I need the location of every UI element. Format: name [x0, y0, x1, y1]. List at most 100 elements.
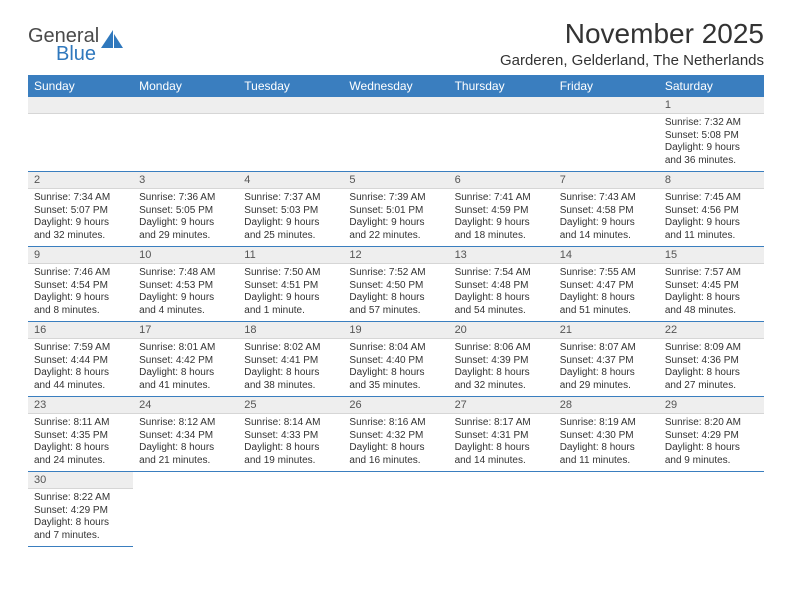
day-body: Sunrise: 7:57 AMSunset: 4:45 PMDaylight:…: [659, 264, 764, 321]
daylight-text: Daylight: 8 hours and 57 minutes.: [349, 292, 442, 317]
sunrise-text: Sunrise: 7:43 AM: [560, 192, 653, 205]
day-body: Sunrise: 8:20 AMSunset: 4:29 PMDaylight:…: [659, 414, 764, 471]
daylight-text: Daylight: 8 hours and 24 minutes.: [34, 442, 127, 467]
calendar-cell: 29Sunrise: 8:20 AMSunset: 4:29 PMDayligh…: [659, 397, 764, 472]
sunrise-text: Sunrise: 8:06 AM: [455, 342, 548, 355]
day-number: 3: [133, 172, 238, 189]
page-header: General Blue November 2025 Garderen, Gel…: [28, 18, 764, 69]
sunset-text: Sunset: 4:35 PM: [34, 430, 127, 443]
calendar-cell: 1Sunrise: 7:32 AMSunset: 5:08 PMDaylight…: [659, 97, 764, 172]
day-number: 6: [449, 172, 554, 189]
daylight-text: Daylight: 9 hours and 32 minutes.: [34, 217, 127, 242]
daylight-text: Daylight: 8 hours and 48 minutes.: [665, 292, 758, 317]
day-number: 25: [238, 397, 343, 414]
calendar-week-row: 1Sunrise: 7:32 AMSunset: 5:08 PMDaylight…: [28, 97, 764, 172]
title-block: November 2025 Garderen, Gelderland, The …: [500, 18, 764, 69]
daylight-text: Daylight: 9 hours and 22 minutes.: [349, 217, 442, 242]
location-label: Garderen, Gelderland, The Netherlands: [500, 52, 764, 69]
day-number: 24: [133, 397, 238, 414]
day-number: 4: [238, 172, 343, 189]
sunrise-text: Sunrise: 8:01 AM: [139, 342, 232, 355]
sunrise-text: Sunrise: 7:48 AM: [139, 267, 232, 280]
day-number: 27: [449, 397, 554, 414]
sunset-text: Sunset: 4:42 PM: [139, 355, 232, 368]
day-number: 23: [28, 397, 133, 414]
daylight-text: Daylight: 9 hours and 1 minute.: [244, 292, 337, 317]
day-number: [238, 97, 343, 114]
daylight-text: Daylight: 8 hours and 16 minutes.: [349, 442, 442, 467]
day-number: 2: [28, 172, 133, 189]
brand-sail-icon: [99, 28, 125, 55]
calendar-cell: 26Sunrise: 8:16 AMSunset: 4:32 PMDayligh…: [343, 397, 448, 472]
sunset-text: Sunset: 4:33 PM: [244, 430, 337, 443]
calendar-cell: 2Sunrise: 7:34 AMSunset: 5:07 PMDaylight…: [28, 172, 133, 247]
day-body: Sunrise: 7:32 AMSunset: 5:08 PMDaylight:…: [659, 114, 764, 171]
day-number: 11: [238, 247, 343, 264]
day-number: 8: [659, 172, 764, 189]
day-body: Sunrise: 7:46 AMSunset: 4:54 PMDaylight:…: [28, 264, 133, 321]
calendar-cell: 14Sunrise: 7:55 AMSunset: 4:47 PMDayligh…: [554, 247, 659, 322]
sunrise-text: Sunrise: 7:46 AM: [34, 267, 127, 280]
calendar-cell: 13Sunrise: 7:54 AMSunset: 4:48 PMDayligh…: [449, 247, 554, 322]
sunset-text: Sunset: 4:59 PM: [455, 205, 548, 218]
daylight-text: Daylight: 9 hours and 36 minutes.: [665, 142, 758, 167]
day-number: 13: [449, 247, 554, 264]
calendar-cell: 7Sunrise: 7:43 AMSunset: 4:58 PMDaylight…: [554, 172, 659, 247]
daylight-text: Daylight: 8 hours and 11 minutes.: [560, 442, 653, 467]
daylight-text: Daylight: 8 hours and 44 minutes.: [34, 367, 127, 392]
sunrise-text: Sunrise: 8:07 AM: [560, 342, 653, 355]
day-number: 1: [659, 97, 764, 114]
sunset-text: Sunset: 4:31 PM: [455, 430, 548, 443]
sunrise-text: Sunrise: 8:20 AM: [665, 417, 758, 430]
day-body-empty: [28, 114, 133, 121]
calendar-cell: [133, 97, 238, 172]
day-number: [449, 97, 554, 114]
calendar-cell: 27Sunrise: 8:17 AMSunset: 4:31 PMDayligh…: [449, 397, 554, 472]
day-number: 22: [659, 322, 764, 339]
sunrise-text: Sunrise: 8:16 AM: [349, 417, 442, 430]
weekday-header: Thursday: [449, 75, 554, 97]
day-body: Sunrise: 7:39 AMSunset: 5:01 PMDaylight:…: [343, 189, 448, 246]
day-body: Sunrise: 7:55 AMSunset: 4:47 PMDaylight:…: [554, 264, 659, 321]
calendar-week-row: 9Sunrise: 7:46 AMSunset: 4:54 PMDaylight…: [28, 247, 764, 322]
daylight-text: Daylight: 8 hours and 41 minutes.: [139, 367, 232, 392]
day-number: 9: [28, 247, 133, 264]
day-body: Sunrise: 8:09 AMSunset: 4:36 PMDaylight:…: [659, 339, 764, 396]
calendar-cell: 5Sunrise: 7:39 AMSunset: 5:01 PMDaylight…: [343, 172, 448, 247]
weekday-header: Friday: [554, 75, 659, 97]
calendar-cell: 20Sunrise: 8:06 AMSunset: 4:39 PMDayligh…: [449, 322, 554, 397]
calendar-table: Sunday Monday Tuesday Wednesday Thursday…: [28, 75, 764, 547]
day-number: 21: [554, 322, 659, 339]
calendar-cell: 9Sunrise: 7:46 AMSunset: 4:54 PMDaylight…: [28, 247, 133, 322]
sunset-text: Sunset: 4:39 PM: [455, 355, 548, 368]
daylight-text: Daylight: 9 hours and 11 minutes.: [665, 217, 758, 242]
day-body: Sunrise: 7:36 AMSunset: 5:05 PMDaylight:…: [133, 189, 238, 246]
sunrise-text: Sunrise: 8:22 AM: [34, 492, 127, 505]
weekday-header: Sunday: [28, 75, 133, 97]
sunset-text: Sunset: 4:53 PM: [139, 280, 232, 293]
day-body: Sunrise: 8:16 AMSunset: 4:32 PMDaylight:…: [343, 414, 448, 471]
sunrise-text: Sunrise: 7:34 AM: [34, 192, 127, 205]
calendar-cell: 17Sunrise: 8:01 AMSunset: 4:42 PMDayligh…: [133, 322, 238, 397]
day-number: 19: [343, 322, 448, 339]
sunset-text: Sunset: 4:41 PM: [244, 355, 337, 368]
sunrise-text: Sunrise: 8:19 AM: [560, 417, 653, 430]
day-body: Sunrise: 7:59 AMSunset: 4:44 PMDaylight:…: [28, 339, 133, 396]
calendar-cell: 3Sunrise: 7:36 AMSunset: 5:05 PMDaylight…: [133, 172, 238, 247]
day-body: Sunrise: 7:48 AMSunset: 4:53 PMDaylight:…: [133, 264, 238, 321]
day-number: 15: [659, 247, 764, 264]
day-number: [554, 97, 659, 114]
day-number: [133, 97, 238, 114]
weekday-header: Monday: [133, 75, 238, 97]
day-body: Sunrise: 7:34 AMSunset: 5:07 PMDaylight:…: [28, 189, 133, 246]
daylight-text: Daylight: 9 hours and 25 minutes.: [244, 217, 337, 242]
day-body: Sunrise: 7:43 AMSunset: 4:58 PMDaylight:…: [554, 189, 659, 246]
day-body-empty: [133, 114, 238, 121]
daylight-text: Daylight: 8 hours and 9 minutes.: [665, 442, 758, 467]
day-number: [28, 97, 133, 114]
sunrise-text: Sunrise: 8:12 AM: [139, 417, 232, 430]
sunset-text: Sunset: 4:54 PM: [34, 280, 127, 293]
daylight-text: Daylight: 8 hours and 14 minutes.: [455, 442, 548, 467]
weekday-header: Saturday: [659, 75, 764, 97]
calendar-week-row: 2Sunrise: 7:34 AMSunset: 5:07 PMDaylight…: [28, 172, 764, 247]
